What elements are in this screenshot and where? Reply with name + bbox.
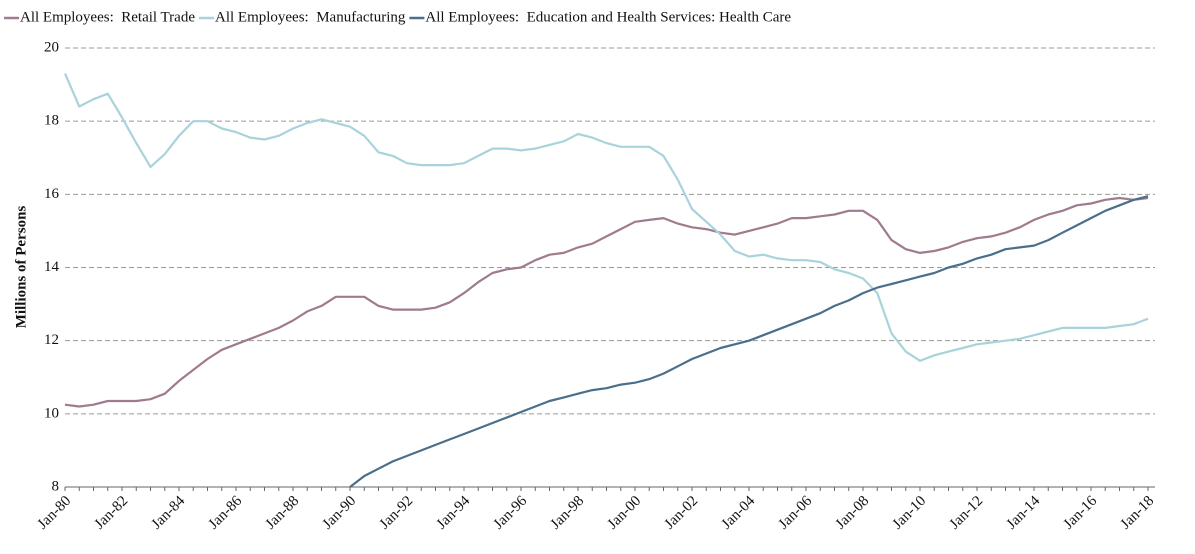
x-tick-label: Jan-84 [149,493,189,533]
series-line [64,196,1149,408]
x-tick-label: Jan-10 [890,493,930,533]
x-tick-label: Jan-16 [1061,493,1101,533]
x-tick-label: Jan-08 [833,493,873,533]
legend-label: All Employees: Retail Trade [20,9,195,25]
y-tick-label: 20 [44,39,59,55]
legend-label: All Employees: Education and Health Serv… [425,9,791,25]
y-tick-label: 8 [52,478,60,494]
x-tick-label: Jan-82 [92,493,132,533]
x-tick-label: Jan-86 [206,493,246,533]
legend-label: All Employees: Manufacturing [215,9,406,25]
y-tick-label: 14 [44,259,60,275]
x-tick-label: Jan-96 [491,493,531,533]
y-tick-label: 18 [44,113,59,129]
x-tick-label: Jan-12 [947,493,987,533]
x-tick-label: Jan-04 [719,493,759,533]
x-tick-label: Jan-14 [1004,493,1044,533]
x-tick-label: Jan-90 [320,493,360,533]
x-tick-label: Jan-98 [548,493,588,533]
x-tick-label: Jan-06 [776,493,816,533]
y-tick-label: 16 [44,186,60,202]
series-line [349,195,1149,488]
y-axis-title: Millions of Persons [13,206,29,329]
y-tick-label: 12 [44,332,59,348]
x-tick-label: Jan-02 [662,493,702,533]
x-tick-label: Jan-00 [605,493,645,533]
x-tick-label: Jan-80 [35,493,75,533]
x-tick-label: Jan-18 [1118,493,1158,533]
x-tick-label: Jan-94 [434,493,474,533]
x-tick-label: Jan-92 [377,493,417,533]
y-tick-label: 10 [44,405,59,421]
series-line [63,73,1149,362]
x-tick-label: Jan-88 [263,493,303,533]
